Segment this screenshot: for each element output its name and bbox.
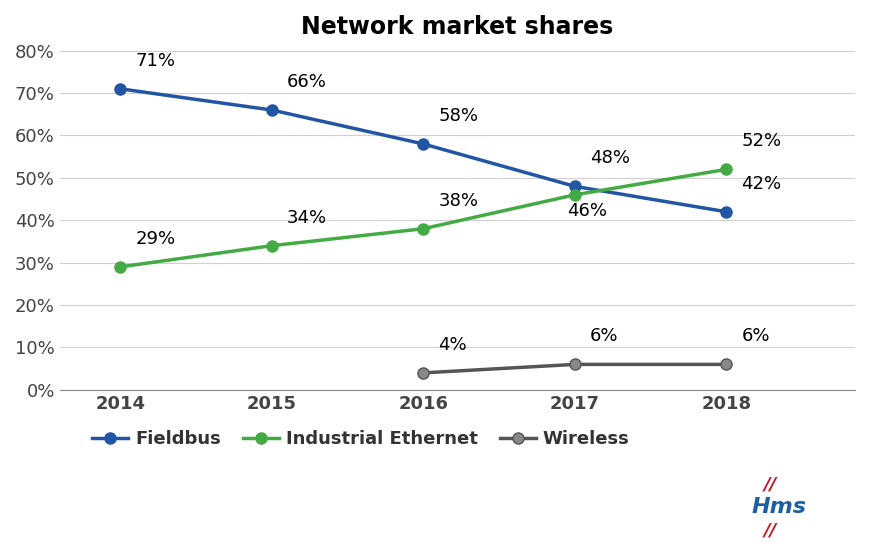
Title: Network market shares: Network market shares (301, 15, 613, 39)
Text: 52%: 52% (740, 133, 780, 150)
Text: 4%: 4% (438, 336, 467, 354)
Text: 42%: 42% (740, 175, 780, 193)
Text: 58%: 58% (438, 107, 478, 125)
Text: 71%: 71% (136, 52, 176, 70)
Text: 6%: 6% (589, 328, 618, 345)
Text: 48%: 48% (589, 149, 629, 167)
Text: 66%: 66% (287, 73, 327, 91)
Text: 29%: 29% (136, 230, 176, 248)
Text: 38%: 38% (438, 192, 478, 209)
Text: Hms: Hms (750, 497, 806, 517)
Text: 46%: 46% (567, 202, 607, 220)
Legend: Fieldbus, Industrial Ethernet, Wireless: Fieldbus, Industrial Ethernet, Wireless (84, 423, 636, 456)
Text: //: // (762, 522, 776, 540)
Text: 6%: 6% (740, 328, 769, 345)
Text: //: // (762, 476, 776, 494)
Text: 34%: 34% (287, 209, 327, 227)
